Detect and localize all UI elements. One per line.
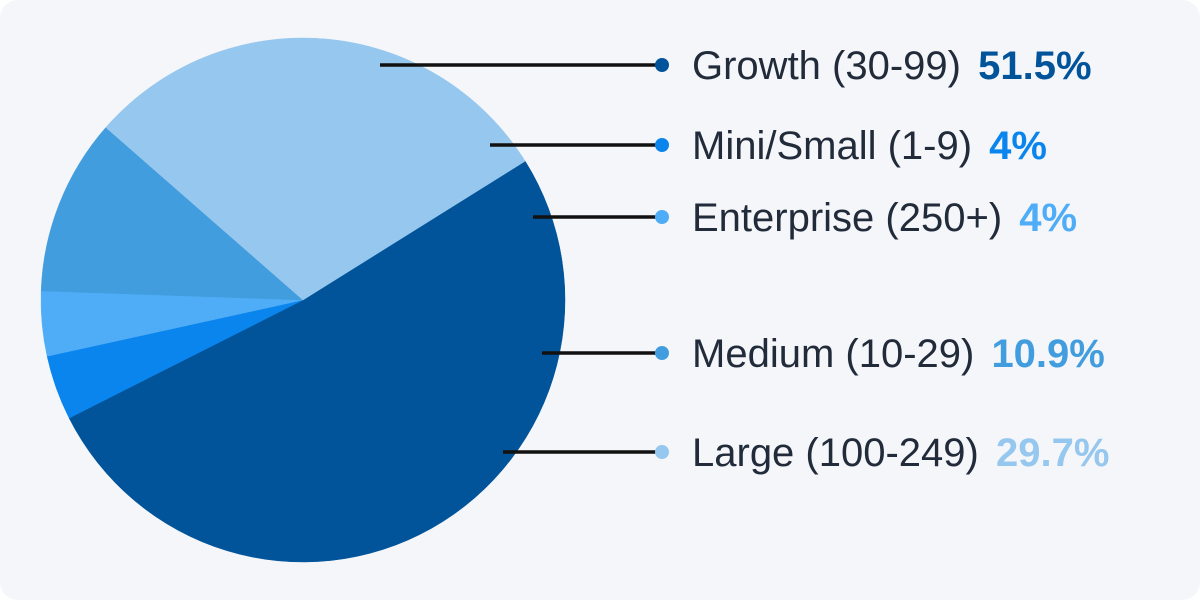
legend-value: 29.7%: [996, 431, 1109, 475]
pie-slice-3: [40, 127, 304, 301]
legend-label: Growth (30-99): [692, 44, 972, 88]
legend-dot-2: [655, 210, 669, 224]
legend-entry-1: Mini/Small (1-9) 4%: [692, 124, 1047, 168]
legend-dot-3: [655, 346, 669, 360]
leader-lines: [380, 58, 669, 459]
legend-label: Medium (10-29): [692, 332, 985, 376]
legend-entry-0: Growth (30-99) 51.5%: [692, 44, 1092, 88]
legend-label: Enterprise (250+): [692, 196, 1013, 240]
legend-label: Large (100-249): [692, 431, 990, 475]
legend: Growth (30-99) 51.5%Mini/Small (1-9) 4%E…: [692, 44, 1109, 475]
legend-dot-0: [655, 58, 669, 72]
pie-slices: [40, 37, 566, 563]
legend-entry-3: Medium (10-29) 10.9%: [692, 332, 1105, 376]
legend-value: 4%: [1019, 196, 1077, 240]
legend-value: 10.9%: [991, 332, 1104, 376]
pie-slice-4: [105, 37, 526, 301]
legend-value: 51.5%: [978, 44, 1091, 88]
pie-slice-0: [68, 160, 566, 563]
legend-entry-2: Enterprise (250+) 4%: [692, 196, 1077, 240]
legend-label: Mini/Small (1-9): [692, 124, 983, 168]
legend-entry-4: Large (100-249) 29.7%: [692, 431, 1109, 475]
legend-dot-1: [655, 138, 669, 152]
legend-value: 4%: [989, 124, 1047, 168]
legend-dot-4: [655, 445, 669, 459]
